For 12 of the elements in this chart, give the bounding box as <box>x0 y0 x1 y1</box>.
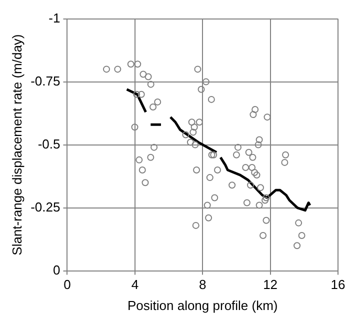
x-tick-label: 12 <box>263 277 278 292</box>
x-axis-title: Position along profile (km) <box>127 298 278 313</box>
y-tick-label: -0.75 <box>30 73 60 88</box>
y-tick-label: -0.5 <box>38 136 60 152</box>
x-tick-label: 4 <box>131 277 139 292</box>
y-tick-label: 0 <box>52 262 60 278</box>
x-tick-label: 8 <box>199 277 206 292</box>
y-tick-label: -1 <box>48 10 60 26</box>
x-tick-label: 16 <box>330 277 346 292</box>
x-tick-label: 0 <box>64 277 71 292</box>
y-axis-title: Slant-range displacement rate (m/day) <box>9 34 24 256</box>
y-tick-label: -0.25 <box>30 199 60 214</box>
